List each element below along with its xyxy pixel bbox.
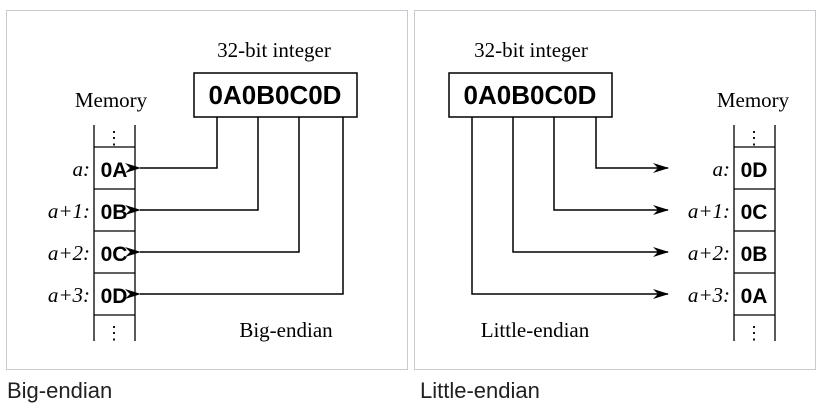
memory-byte: 0D (741, 159, 768, 182)
memory-ellipsis-bottom: ⋮ (105, 323, 123, 343)
endianness-label: Little-endian (481, 318, 590, 342)
memory-byte: 0C (101, 243, 128, 266)
arrow-byte-1 (125, 117, 218, 173)
integer-label: 32-bit integer (217, 38, 331, 62)
memory-byte: 0B (741, 243, 768, 266)
little-endian-figure: 32-bit integer 0A0B0C0D Memory ⋮ ⋮ a: 0D… (414, 10, 816, 370)
address-label: a+2: (688, 241, 730, 265)
memory-label: Memory (717, 88, 790, 112)
address-label: a+3: (688, 283, 730, 307)
arrow-byte-3 (125, 117, 300, 257)
memory-byte: 0A (101, 159, 128, 182)
memory-ellipsis-top: ⋮ (105, 128, 123, 148)
address-label: a+1: (48, 199, 90, 223)
integer-value: 0A0B0C0D (464, 80, 597, 110)
big-endian-caption: Big-endian (7, 378, 113, 403)
arrow-byte-2 (125, 117, 259, 215)
memory-label: Memory (75, 88, 148, 112)
arrow-byte-1 (471, 117, 669, 299)
big-endian-figure: 32-bit integer 0A0B0C0D Memory ⋮ ⋮ a: 0A… (6, 10, 408, 370)
address-label: a: (713, 157, 731, 181)
integer-box (448, 72, 613, 118)
memory-byte: 0B (101, 201, 128, 224)
endianness-label: Big-endian (239, 318, 333, 342)
arrow-byte-4 (125, 117, 344, 299)
memory-ellipsis-bottom: ⋮ (745, 323, 763, 343)
address-label: a+1: (688, 199, 730, 223)
integer-label: 32-bit integer (474, 38, 588, 62)
big-endian-diagram: 32-bit integer 0A0B0C0D Memory ⋮ ⋮ a: 0A… (48, 38, 358, 343)
address-label: a: (73, 157, 91, 181)
arrow-byte-2 (512, 117, 669, 257)
memory-byte: 0C (741, 201, 768, 224)
arrow-byte-3 (553, 117, 669, 215)
little-endian-caption: Little-endian (420, 378, 540, 403)
integer-value: 0A0B0C0D (209, 80, 342, 110)
memory-byte: 0D (101, 285, 128, 308)
integer-box (193, 72, 358, 118)
memory-byte: 0A (741, 285, 768, 308)
address-label: a+2: (48, 241, 90, 265)
little-endian-diagram: 32-bit integer 0A0B0C0D Memory ⋮ ⋮ a: 0D… (448, 38, 790, 343)
memory-ellipsis-top: ⋮ (745, 128, 763, 148)
arrow-byte-4 (595, 117, 669, 173)
address-label: a+3: (48, 283, 90, 307)
